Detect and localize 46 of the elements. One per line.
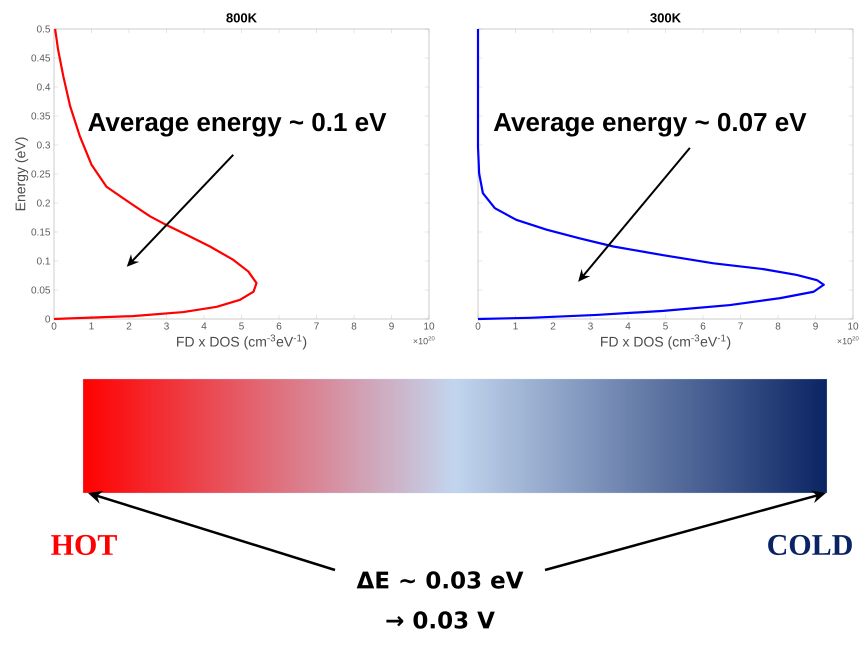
text: HOT (51, 534, 117, 556)
y-tick-label: 0.25 (31, 170, 50, 178)
text: COLD (768, 534, 852, 556)
y-tick-label: 0 (45, 315, 50, 323)
y-tick-label: 0.3 (36, 141, 50, 149)
x-tick-label: 2 (126, 322, 132, 330)
y-tick-label: 0.2 (36, 199, 50, 207)
y-tick-label: 0.15 (31, 228, 50, 236)
x-tick-label: 0 (476, 322, 480, 330)
chart-title: 800K (226, 13, 257, 22)
x-tick-label: 5 (663, 322, 668, 330)
y-tick-label: 0.1 (36, 257, 50, 265)
x-tick-label: 2 (550, 322, 556, 330)
x-tick-label: 9 (813, 322, 818, 330)
y-tick-label: 0.45 (31, 54, 50, 62)
x-tick-label: 5 (239, 322, 244, 330)
x-tick-label: 9 (389, 322, 394, 330)
x-tick-label: 3 (588, 322, 593, 330)
x-tick-label: 7 (314, 322, 319, 330)
text: ×10$^{20}$ (413, 336, 435, 344)
x-tick-label: 10 (848, 322, 858, 330)
annotation: Average energy ~ 0.07 eV (494, 112, 806, 137)
x-tick-label: 3 (164, 322, 169, 330)
text: ΔE ~ 0.03 eV (356, 571, 524, 589)
y-axis-title: Energy (eV) (15, 138, 28, 210)
x-axis-title: FD x DOS (cm$^{-3}$eV$^{-1}$) (177, 334, 306, 350)
x-tick-label: 1 (513, 322, 518, 330)
x-tick-label: 1 (89, 322, 94, 330)
x-tick-label: 8 (776, 322, 780, 330)
x-tick-label: 10 (424, 322, 434, 330)
x-tick-label: 0 (52, 322, 56, 330)
x-tick-label: 8 (352, 322, 356, 330)
x-tick-label: 7 (738, 322, 743, 330)
text: ×10$^{20}$ (837, 336, 859, 344)
y-tick-label: 0.05 (31, 286, 50, 294)
chart-title: 300K (650, 13, 681, 22)
y-tick-label: 0.5 (36, 25, 50, 33)
text: → 0.03 V (386, 611, 495, 629)
x-tick-label: 6 (700, 322, 706, 330)
x-tick-label: 4 (625, 322, 630, 330)
annotation: Average energy ~ 0.1 eV (88, 112, 386, 137)
x-axis-title: FD x DOS (cm$^{-3}$eV$^{-1}$) (601, 334, 730, 350)
x-tick-label: 6 (276, 322, 282, 330)
y-tick-label: 0.35 (31, 112, 50, 120)
y-tick-label: 0.4 (36, 83, 50, 91)
x-tick-label: 4 (201, 322, 206, 330)
